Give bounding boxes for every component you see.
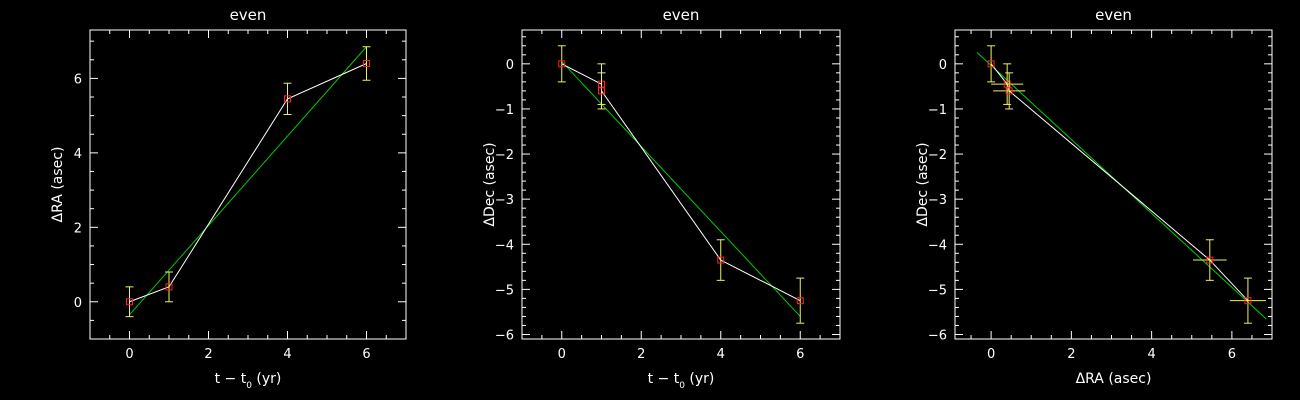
y-axis-label: ΔRA (asec) (50, 147, 66, 223)
x-tick-label: 4 (1147, 347, 1155, 362)
x-tick-label: 0 (125, 347, 133, 362)
data-point (1244, 297, 1252, 305)
chart-title: even (1095, 6, 1132, 24)
y-tick-label: −1 (495, 103, 514, 118)
x-tick-label: 6 (796, 347, 804, 362)
y-tick-label: −2 (928, 148, 947, 163)
data-point (558, 60, 566, 68)
x-tick-label: 2 (1067, 347, 1075, 362)
data-point (987, 60, 995, 68)
data-point (1005, 87, 1013, 95)
chart-title: even (663, 6, 700, 24)
y-tick-label: −6 (495, 328, 514, 343)
y-tick-label: 2 (74, 221, 82, 236)
x-tick-label: 6 (1228, 347, 1236, 362)
x-axis-label: ΔRA (asec) (1076, 371, 1152, 387)
chart-panel-1: even 0 2 4 6 0 2 4 6 t − t0 (yr) ΔRA (asec) (50, 6, 407, 391)
x-tick-label: 0 (987, 347, 995, 362)
fit-line (129, 46, 367, 316)
data-point (796, 297, 804, 305)
data-point (284, 95, 291, 103)
plot-frame (954, 29, 1273, 340)
y-tick-label: −4 (928, 238, 947, 253)
y-tick-label: −3 (495, 193, 514, 208)
x-axis-label: t − t0 (yr) (215, 371, 282, 391)
data-line (129, 63, 367, 303)
x-tick-label: 4 (717, 347, 725, 362)
data-point (126, 298, 133, 306)
y-axis-label: ΔDec (asec) (915, 142, 931, 226)
x-tick-label: 6 (362, 347, 370, 362)
x-tick-label: 4 (283, 347, 291, 362)
y-tick-label: −4 (495, 238, 514, 253)
y-tick-label: 6 (74, 72, 82, 87)
data-point (363, 60, 370, 68)
y-tick-label: 0 (939, 58, 947, 73)
chart-panel-2: even 0 2 4 6 0 −1 −2 −3 −4 −5 −6 t − t0 (yr) ΔDec (as… (482, 6, 841, 391)
y-tick-label: 0 (74, 296, 82, 311)
y-tick-label: −3 (928, 193, 947, 208)
y-tick-label: −1 (928, 103, 947, 118)
data-point (1206, 256, 1214, 264)
data-point (717, 256, 725, 264)
data-point (598, 87, 605, 95)
y-tick-label: −2 (495, 148, 514, 163)
y-axis-label: ΔDec (asec) (482, 142, 498, 226)
y-tick-label: −5 (928, 283, 947, 298)
x-tick-label: 2 (637, 347, 645, 362)
y-tick-label: −5 (495, 283, 514, 298)
data-point (165, 283, 173, 291)
y-tick-label: 4 (74, 147, 82, 162)
x-tick-label: 0 (558, 347, 566, 362)
x-axis-label: t − t0 (yr) (648, 371, 715, 391)
y-tick-label: 0 (506, 58, 514, 73)
chart-panel-3: even 0 2 4 6 0 −1 −2 −3 −4 −5 −6 ΔRA (asec) ΔDec (ase… (915, 6, 1273, 387)
y-tick-label: −6 (928, 328, 947, 343)
x-tick-label: 2 (204, 347, 212, 362)
chart-title: even (230, 6, 267, 24)
data-point (1003, 80, 1011, 88)
